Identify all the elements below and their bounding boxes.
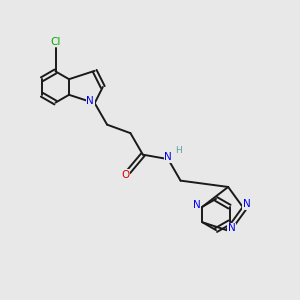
- Text: O: O: [121, 169, 129, 180]
- Text: N: N: [193, 200, 201, 210]
- Text: N: N: [86, 96, 94, 106]
- Text: N: N: [243, 199, 250, 209]
- Text: N: N: [164, 152, 172, 162]
- Text: Cl: Cl: [50, 37, 61, 47]
- Text: H: H: [175, 146, 182, 155]
- Text: N: N: [228, 223, 236, 233]
